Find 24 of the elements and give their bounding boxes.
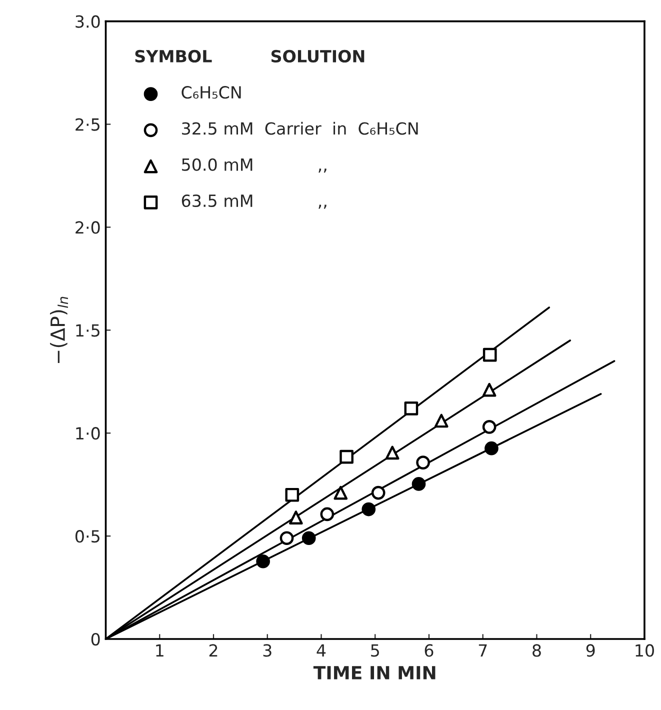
y-tick-label: 2·5 [76,118,100,131]
x-tick-label: 2 [209,644,218,657]
legend-label: 63.5 mM ,, [182,194,326,209]
y-tick-label: 1·5 [76,324,100,337]
x-tick-label: 9 [586,644,595,657]
x-tick-label: 1 [156,644,164,657]
x-tick-label: 7 [478,644,487,657]
legend-label: C₆H₅CN [182,86,241,99]
x-axis-title: TIME IN MIN [313,666,436,680]
x-tick-label: 3 [263,644,272,657]
legend-title: SYMBOL SOLUTION [135,50,364,63]
x-tick-label: 6 [424,644,434,657]
y-axis-title: −(ΔP)$_{ln}$ [50,296,68,363]
x-tick-label: 10 [636,644,654,657]
y-tick-label: 2·0 [76,221,100,234]
y-tick-label: 3.0 [76,15,100,28]
legend-label: 32.5 mM Carrier in C₆H₅CN [182,122,418,135]
x-tick-label: 8 [532,644,541,657]
y-tick-label: 0·5 [75,530,100,543]
y-tick-label: 0 [91,632,100,646]
legend-label: 50.0 mM ,, [182,158,326,173]
y-tick-label: 1·0 [76,427,100,440]
x-tick-label: 5 [371,644,379,657]
x-tick-label: 4 [316,644,326,657]
